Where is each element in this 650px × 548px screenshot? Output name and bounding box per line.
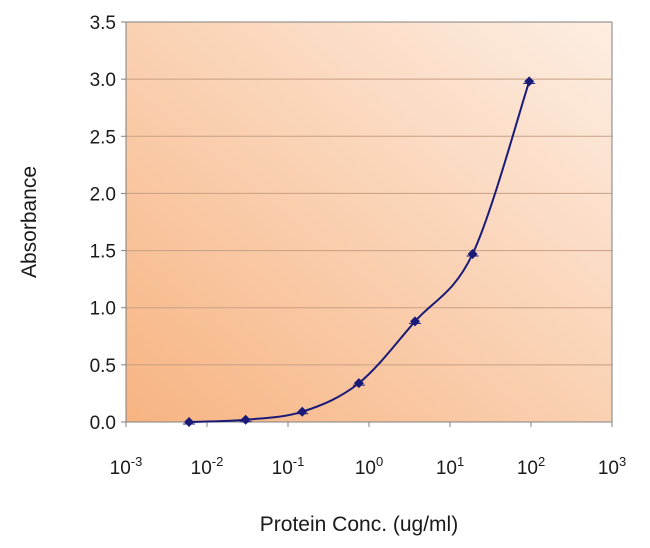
y-tick-label: 3.0 (90, 70, 116, 91)
x-tick-label: 10-3 (110, 454, 143, 479)
axes (121, 21, 613, 427)
x-tick-label: 100 (355, 454, 383, 479)
y-tick-label: 1.0 (90, 299, 116, 320)
y-tick-label: 2.0 (90, 184, 116, 205)
y-tick-labels: 0.0 0.5 1.0 1.5 2.0 2.5 3.0 3.5 (90, 13, 116, 434)
x-axis-label: Protein Conc. (ug/ml) (260, 513, 458, 536)
x-tick-label: 10-2 (191, 454, 224, 479)
y-tick-label: 1.5 (90, 242, 116, 263)
y-tick-label: 3.5 (90, 13, 116, 34)
series-line (188, 81, 531, 423)
x-tick-labels: 10-3 10-2 10-1 100 101 102 103 (110, 454, 627, 479)
x-tick-label: 10-1 (272, 454, 305, 479)
x-tick-label: 102 (517, 454, 545, 479)
x-tick-label: 103 (598, 454, 626, 479)
plot-area (126, 22, 612, 422)
y-axis-label: Absorbance (18, 166, 41, 278)
y-tick-label: 0.5 (90, 356, 116, 377)
y-tick-label: 2.5 (90, 127, 116, 148)
y-tick-label: 0.0 (90, 413, 116, 434)
series-group (183, 76, 536, 427)
x-tick-label: 101 (436, 454, 464, 479)
